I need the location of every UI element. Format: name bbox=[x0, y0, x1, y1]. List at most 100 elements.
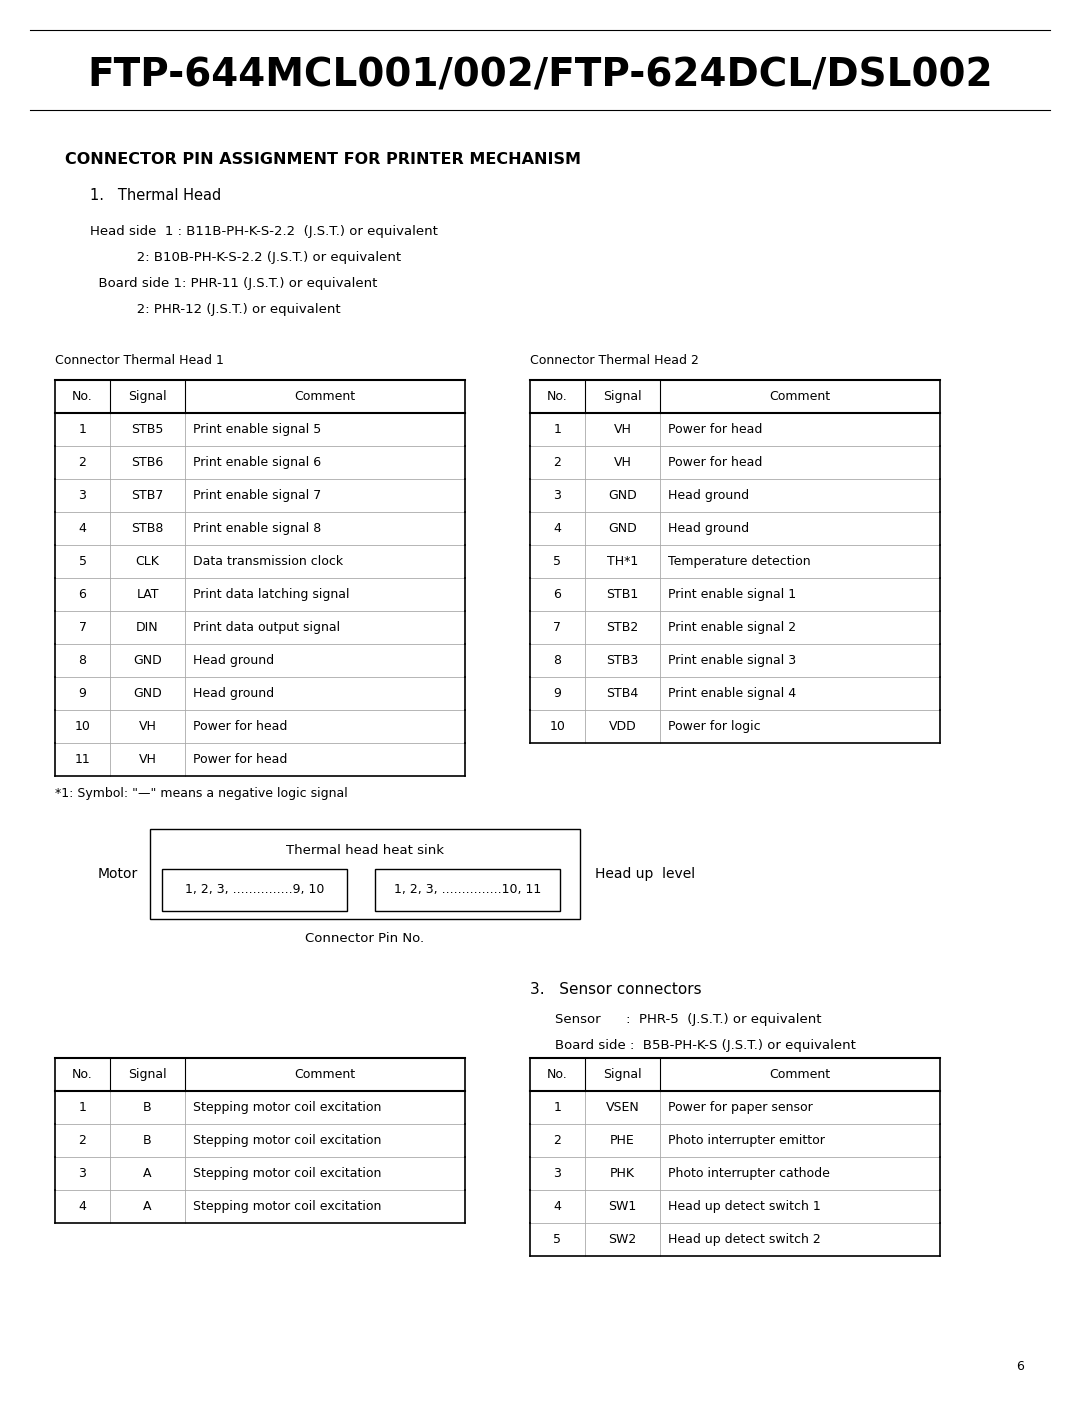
Text: B: B bbox=[144, 1101, 152, 1114]
Text: 1: 1 bbox=[79, 423, 86, 436]
Text: Power for paper sensor: Power for paper sensor bbox=[669, 1101, 813, 1114]
Text: VH: VH bbox=[138, 752, 157, 766]
Text: 10: 10 bbox=[75, 720, 91, 733]
Text: 7: 7 bbox=[554, 621, 562, 635]
Text: Print data latching signal: Print data latching signal bbox=[193, 588, 350, 601]
Text: Print enable signal 1: Print enable signal 1 bbox=[669, 588, 796, 601]
Text: *1: Symbol: "—" means a negative logic signal: *1: Symbol: "—" means a negative logic s… bbox=[55, 787, 348, 800]
Text: Comment: Comment bbox=[769, 389, 831, 403]
Text: STB3: STB3 bbox=[606, 654, 638, 667]
Text: No.: No. bbox=[72, 389, 93, 403]
Text: 2: 2 bbox=[79, 455, 86, 469]
Text: Signal: Signal bbox=[604, 389, 642, 403]
Text: Head ground: Head ground bbox=[193, 686, 274, 700]
Text: STB7: STB7 bbox=[132, 489, 164, 502]
Text: 3: 3 bbox=[79, 489, 86, 502]
Text: Print enable signal 6: Print enable signal 6 bbox=[193, 455, 321, 469]
Text: 4: 4 bbox=[554, 1201, 562, 1213]
Text: 2: 2 bbox=[554, 1133, 562, 1147]
Text: A: A bbox=[144, 1167, 152, 1180]
Text: 1, 2, 3, ...............9, 10: 1, 2, 3, ...............9, 10 bbox=[185, 884, 324, 897]
Text: STB2: STB2 bbox=[606, 621, 638, 635]
Text: 2: PHR-12 (J.S.T.) or equivalent: 2: PHR-12 (J.S.T.) or equivalent bbox=[90, 304, 340, 317]
Text: Motor: Motor bbox=[98, 867, 138, 881]
Text: Photo interrupter cathode: Photo interrupter cathode bbox=[669, 1167, 829, 1180]
Text: Photo interrupter emittor: Photo interrupter emittor bbox=[669, 1133, 825, 1147]
Text: Print data output signal: Print data output signal bbox=[193, 621, 340, 635]
Text: B: B bbox=[144, 1133, 152, 1147]
Text: STB6: STB6 bbox=[132, 455, 164, 469]
Text: Signal: Signal bbox=[129, 389, 166, 403]
Text: PHK: PHK bbox=[610, 1167, 635, 1180]
Text: DIN: DIN bbox=[136, 621, 159, 635]
Text: VDD: VDD bbox=[609, 720, 636, 733]
Text: STB8: STB8 bbox=[132, 523, 164, 535]
Text: Comment: Comment bbox=[295, 389, 355, 403]
Text: CLK: CLK bbox=[136, 555, 160, 567]
Bar bbox=[150, 829, 580, 919]
Text: 1.   Thermal Head: 1. Thermal Head bbox=[90, 189, 221, 203]
Text: 1: 1 bbox=[79, 1101, 86, 1114]
Text: Head ground: Head ground bbox=[669, 523, 750, 535]
Text: Signal: Signal bbox=[604, 1068, 642, 1082]
Text: Connector Thermal Head 1: Connector Thermal Head 1 bbox=[55, 353, 224, 367]
Text: Stepping motor coil excitation: Stepping motor coil excitation bbox=[193, 1167, 381, 1180]
Bar bbox=[375, 869, 561, 911]
Text: GND: GND bbox=[608, 489, 637, 502]
Text: Temperature detection: Temperature detection bbox=[669, 555, 811, 567]
Text: 4: 4 bbox=[79, 1201, 86, 1213]
Text: 3.   Sensor connectors: 3. Sensor connectors bbox=[530, 982, 702, 998]
Text: Stepping motor coil excitation: Stepping motor coil excitation bbox=[193, 1133, 381, 1147]
Text: Head up detect switch 2: Head up detect switch 2 bbox=[669, 1233, 821, 1245]
Text: No.: No. bbox=[72, 1068, 93, 1082]
Text: 2: 2 bbox=[79, 1133, 86, 1147]
Text: STB4: STB4 bbox=[606, 686, 638, 700]
Text: 2: 2 bbox=[554, 455, 562, 469]
Text: Connector Thermal Head 2: Connector Thermal Head 2 bbox=[530, 353, 699, 367]
Text: Stepping motor coil excitation: Stepping motor coil excitation bbox=[193, 1101, 381, 1114]
Text: Print enable signal 5: Print enable signal 5 bbox=[193, 423, 321, 436]
Text: 8: 8 bbox=[79, 654, 86, 667]
Text: 2: B10B-PH-K-S-2.2 (J.S.T.) or equivalent: 2: B10B-PH-K-S-2.2 (J.S.T.) or equivalen… bbox=[90, 252, 401, 265]
Text: Stepping motor coil excitation: Stepping motor coil excitation bbox=[193, 1201, 381, 1213]
Text: FTP-644MCL001/002/FTP-624DCL/DSL002: FTP-644MCL001/002/FTP-624DCL/DSL002 bbox=[87, 56, 993, 94]
Text: SW1: SW1 bbox=[608, 1201, 636, 1213]
Text: 5: 5 bbox=[79, 555, 86, 567]
Text: SW2: SW2 bbox=[608, 1233, 636, 1245]
Text: Print enable signal 7: Print enable signal 7 bbox=[193, 489, 321, 502]
Text: VH: VH bbox=[613, 455, 632, 469]
Text: Data transmission clock: Data transmission clock bbox=[193, 555, 343, 567]
Text: Head ground: Head ground bbox=[193, 654, 274, 667]
Text: 9: 9 bbox=[554, 686, 562, 700]
Text: 10: 10 bbox=[550, 720, 566, 733]
Text: VSEN: VSEN bbox=[606, 1101, 639, 1114]
Text: Head side  1 : B11B-PH-K-S-2.2  (J.S.T.) or equivalent: Head side 1 : B11B-PH-K-S-2.2 (J.S.T.) o… bbox=[90, 226, 437, 238]
Text: 4: 4 bbox=[79, 523, 86, 535]
Text: Power for head: Power for head bbox=[193, 720, 287, 733]
Text: Board side 1: PHR-11 (J.S.T.) or equivalent: Board side 1: PHR-11 (J.S.T.) or equival… bbox=[90, 277, 377, 290]
Text: VH: VH bbox=[138, 720, 157, 733]
Text: A: A bbox=[144, 1201, 152, 1213]
Text: 3: 3 bbox=[79, 1167, 86, 1180]
Text: Power for head: Power for head bbox=[193, 752, 287, 766]
Bar bbox=[162, 869, 347, 911]
Text: Board side :  B5B-PH-K-S (J.S.T.) or equivalent: Board side : B5B-PH-K-S (J.S.T.) or equi… bbox=[555, 1040, 855, 1052]
Text: Signal: Signal bbox=[129, 1068, 166, 1082]
Text: Thermal head heat sink: Thermal head heat sink bbox=[286, 845, 444, 857]
Text: Power for head: Power for head bbox=[669, 423, 762, 436]
Text: Print enable signal 8: Print enable signal 8 bbox=[193, 523, 321, 535]
Text: No.: No. bbox=[548, 1068, 568, 1082]
Text: 1: 1 bbox=[554, 1101, 562, 1114]
Text: GND: GND bbox=[133, 654, 162, 667]
Text: Head up detect switch 1: Head up detect switch 1 bbox=[669, 1201, 821, 1213]
Text: STB1: STB1 bbox=[606, 588, 638, 601]
Text: 6: 6 bbox=[1016, 1359, 1024, 1373]
Text: 5: 5 bbox=[554, 1233, 562, 1245]
Text: CONNECTOR PIN ASSIGNMENT FOR PRINTER MECHANISM: CONNECTOR PIN ASSIGNMENT FOR PRINTER MEC… bbox=[65, 153, 581, 168]
Text: 4: 4 bbox=[554, 523, 562, 535]
Text: 6: 6 bbox=[79, 588, 86, 601]
Text: Print enable signal 2: Print enable signal 2 bbox=[669, 621, 796, 635]
Text: 8: 8 bbox=[554, 654, 562, 667]
Text: PHE: PHE bbox=[610, 1133, 635, 1147]
Text: LAT: LAT bbox=[136, 588, 159, 601]
